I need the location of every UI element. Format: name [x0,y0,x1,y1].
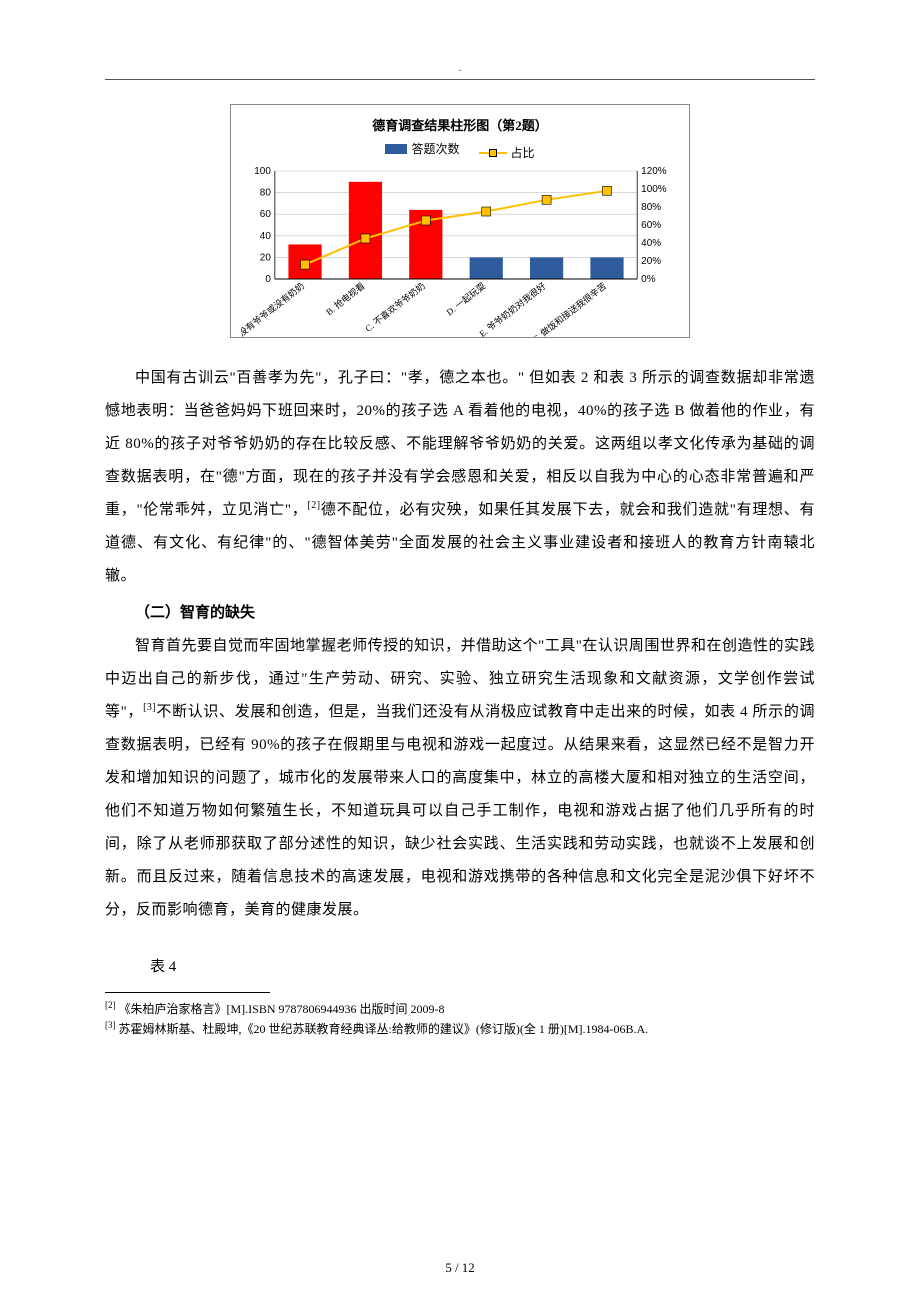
svg-text:40%: 40% [641,238,661,249]
chart-title: 德育调查结果柱形图（第2题） [241,115,679,134]
bar-swatch-icon [385,144,407,154]
legend-line: 占比 [479,144,535,161]
svg-text:60: 60 [260,209,272,220]
chart-legend: 答题次数 占比 [241,140,679,161]
svg-text:A. 没有爷爷或没有奶奶: A. 没有爷爷或没有奶奶 [241,280,306,337]
chart-plot: 0 20 40 60 80 100 0% 20% 40% 60% 80% 100% 120% A. 没有爷… [241,167,679,337]
para1-text: 中国有古训云"百善孝为先"，孔子曰："孝，德之本也。" 但如表 2 和表 3 所… [105,370,815,518]
svg-text:E. 爷爷奶奶对我很好: E. 爷爷奶奶对我很好 [477,280,548,337]
paragraph-2: 智育首先要自觉而牢固地掌握老师传授的知识，并借助这个"工具"在认识周围世界和在创… [105,630,815,927]
header-dot: . [105,60,815,75]
heading-2: （二）智育的缺失 [105,597,815,630]
page-number: 5 / 12 [0,1260,920,1276]
svg-text:40: 40 [260,231,272,242]
citation-2: [2] [307,500,320,511]
footnote-3: [3]苏霍姆林斯基、杜殿坤,《20 世纪苏联教育经典译丛:给教师的建议》(修订版… [105,1019,815,1039]
svg-text:0: 0 [265,274,271,285]
svg-text:D. 一起玩耍: D. 一起玩耍 [444,281,487,318]
footnote-3-text: 苏霍姆林斯基、杜殿坤,《20 世纪苏联教育经典译丛:给教师的建议》(修订版)(全… [119,1022,649,1036]
svg-text:100: 100 [254,167,271,177]
svg-text:100%: 100% [641,184,667,195]
footnote-2-mark: [2] [105,1000,116,1010]
para2b-text: 不断认识、发展和创造，但是，当我们还没有从消极应试教育中走出来的时候，如表 4 … [105,704,815,918]
svg-text:20: 20 [260,252,272,263]
legend-bar-label: 答题次数 [411,140,459,157]
footnote-2: [2]《朱柏庐治家格言》[M].ISBN 9787806944936 出版时间 … [105,999,815,1019]
table4-label: 表 4 [105,951,815,984]
svg-text:80: 80 [260,188,272,199]
survey-chart: 德育调查结果柱形图（第2题） 答题次数 占比 0 20 40 60 80 100 0% 20%… [230,104,690,338]
paragraph-1: 中国有古训云"百善孝为先"，孔子曰："孝，德之本也。" 但如表 2 和表 3 所… [105,362,815,593]
line-swatch-icon [479,149,507,157]
legend-bar: 答题次数 [385,140,459,157]
footnote-separator [105,992,270,993]
svg-text:80%: 80% [641,202,661,213]
svg-text:120%: 120% [641,167,667,177]
footnote-2-text: 《朱柏庐治家格言》[M].ISBN 9787806944936 出版时间 200… [119,1002,445,1016]
svg-text:0%: 0% [641,274,656,285]
citation-3: [3] [143,702,156,713]
legend-line-label: 占比 [511,144,535,161]
page: . 德育调查结果柱形图（第2题） 答题次数 占比 0 20 40 60 80 100 0% 2… [0,0,920,1302]
footnote-3-mark: [3] [105,1020,116,1030]
svg-text:C. 不喜欢爷爷奶奶: C. 不喜欢爷爷奶奶 [363,280,427,334]
svg-text:20%: 20% [641,256,661,267]
header-rule [105,79,815,80]
svg-text:60%: 60% [641,220,661,231]
svg-text:B. 抢电视看: B. 抢电视看 [323,280,366,317]
